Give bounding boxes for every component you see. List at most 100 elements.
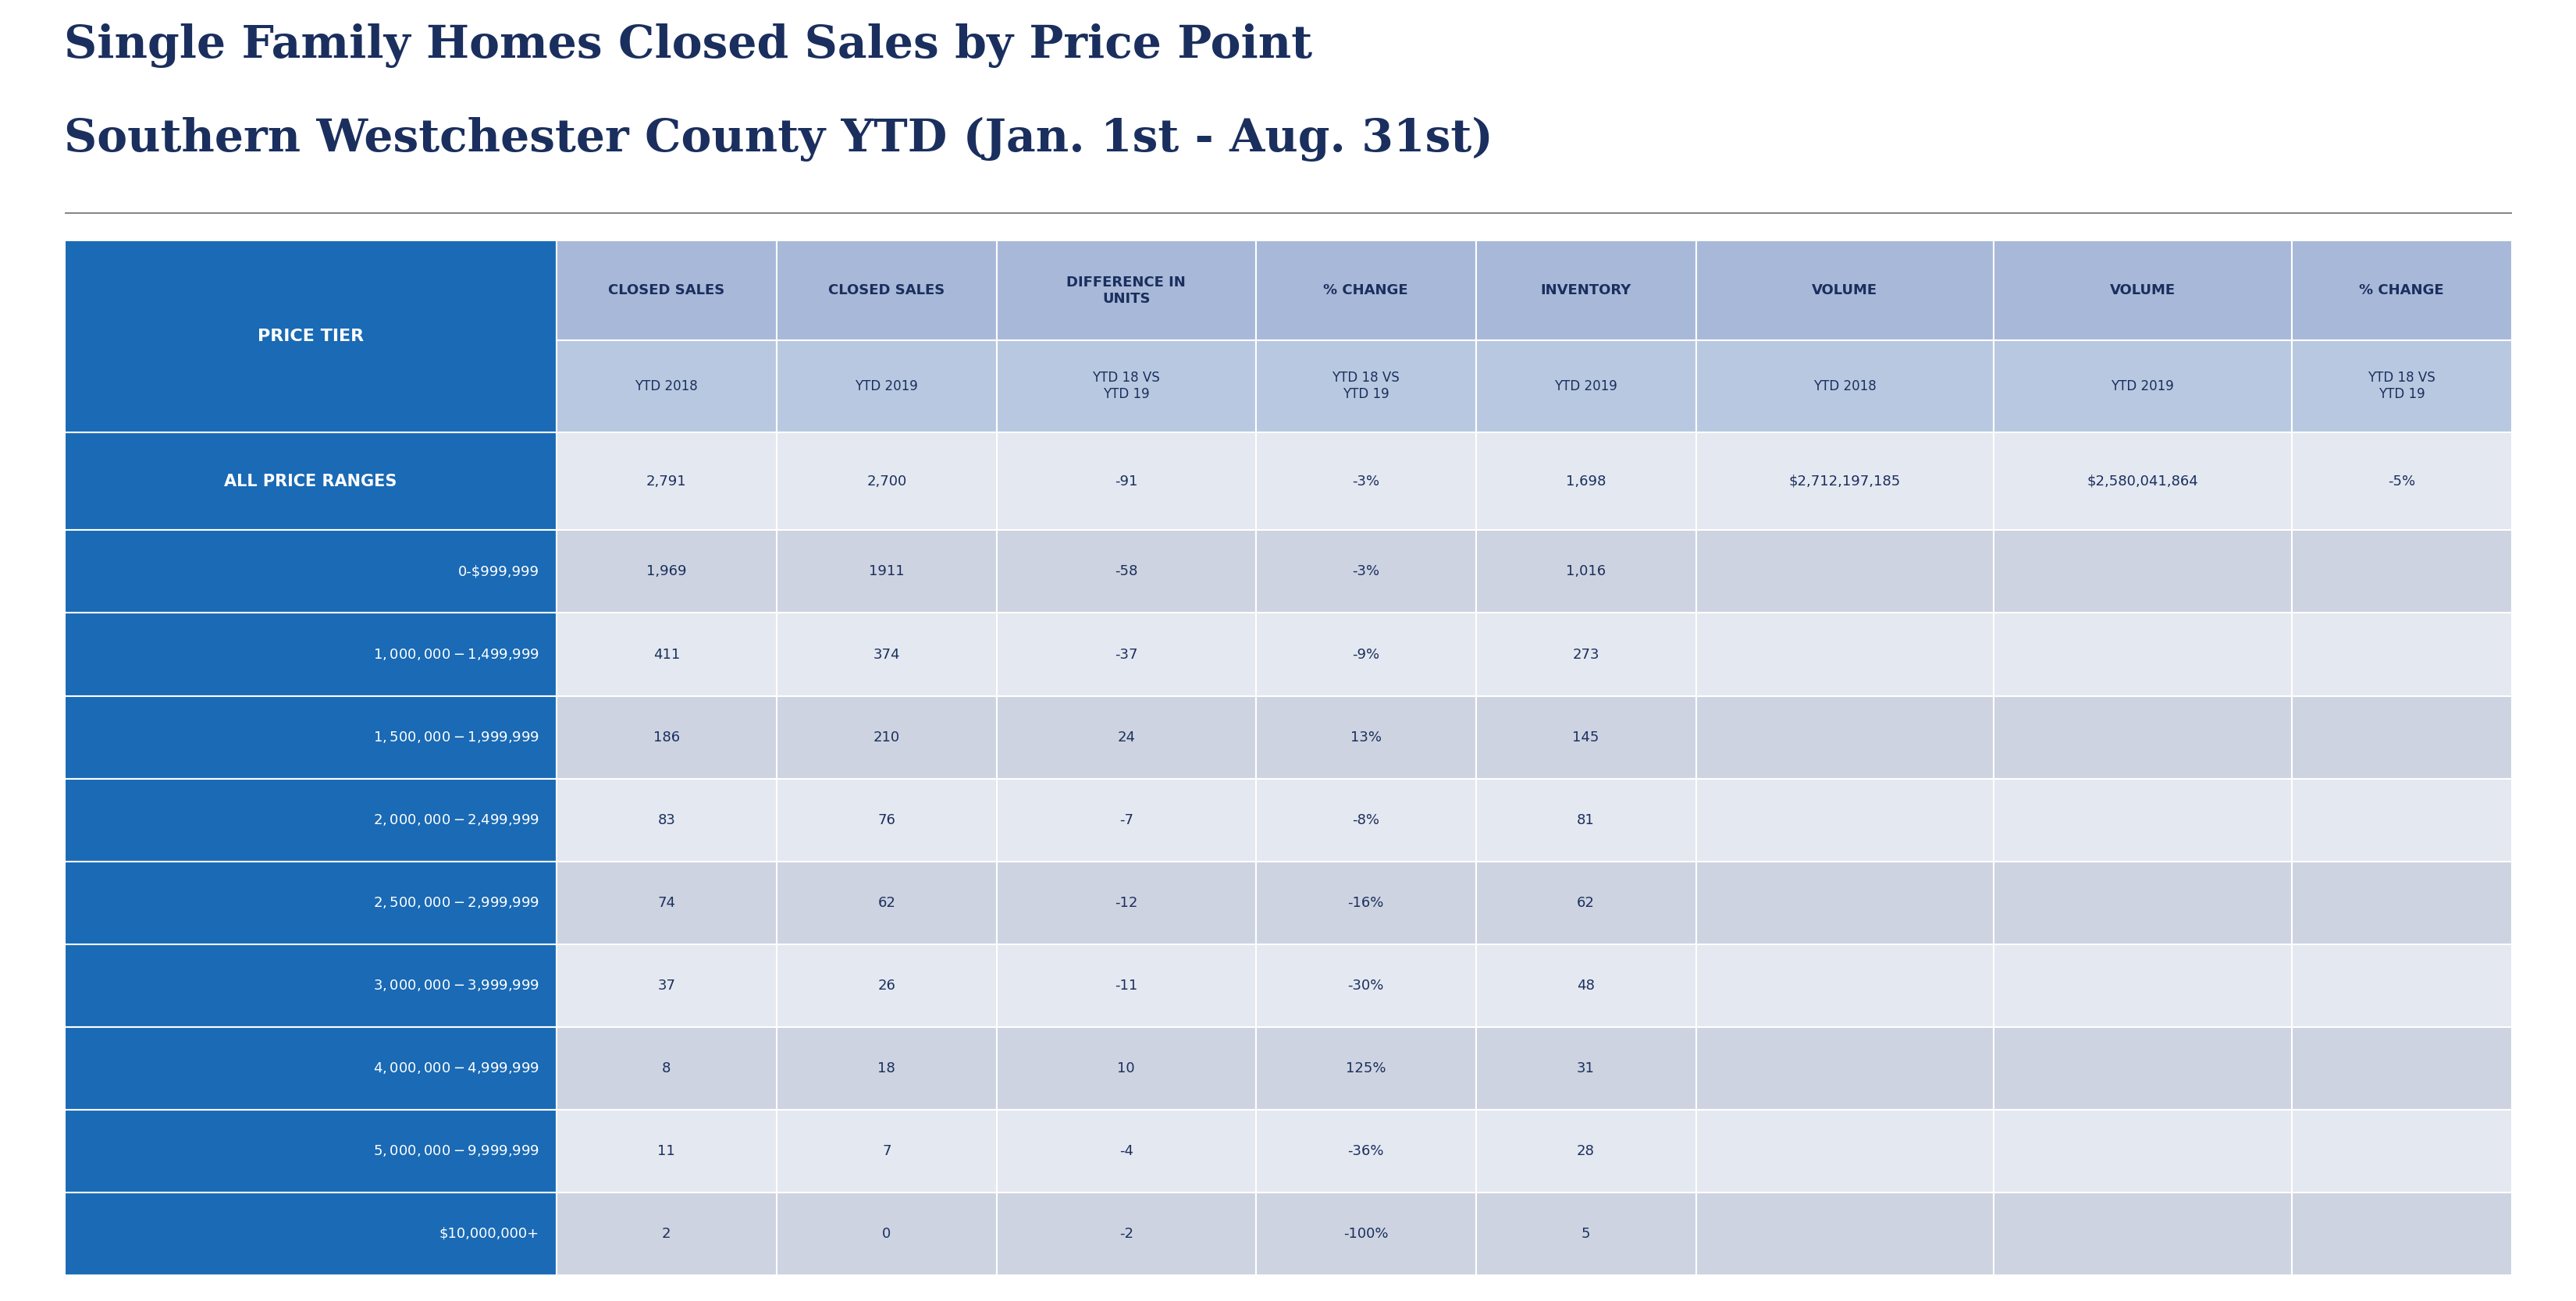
- Bar: [1476, 432, 1695, 531]
- Bar: [2293, 861, 2512, 945]
- Text: VOLUME: VOLUME: [2110, 284, 2174, 298]
- Bar: [1255, 1110, 1476, 1192]
- Bar: [997, 861, 1255, 945]
- Text: 26: 26: [878, 978, 896, 993]
- Bar: [1994, 432, 2293, 531]
- Text: 10: 10: [1118, 1062, 1136, 1075]
- Bar: [556, 531, 775, 613]
- Bar: [1695, 531, 1994, 613]
- Text: Single Family Homes Closed Sales by Price Point: Single Family Homes Closed Sales by Pric…: [64, 23, 1314, 68]
- Bar: [1255, 1026, 1476, 1110]
- Bar: [64, 1026, 556, 1110]
- Text: 83: 83: [657, 813, 675, 827]
- Bar: [2293, 1192, 2512, 1275]
- Bar: [64, 778, 556, 861]
- Bar: [556, 945, 775, 1026]
- Bar: [64, 1192, 556, 1275]
- Text: -11: -11: [1115, 978, 1139, 993]
- Bar: [997, 613, 1255, 696]
- Bar: [775, 945, 997, 1026]
- Bar: [1476, 531, 1695, 613]
- Bar: [1476, 778, 1695, 861]
- Bar: [775, 861, 997, 945]
- Text: $1,500,000 - $1,999,999: $1,500,000 - $1,999,999: [374, 730, 538, 744]
- Bar: [556, 1026, 775, 1110]
- Text: -36%: -36%: [1347, 1144, 1383, 1158]
- Text: 37: 37: [657, 978, 675, 993]
- Text: 0-$999,999: 0-$999,999: [459, 565, 538, 579]
- Bar: [1255, 945, 1476, 1026]
- Bar: [64, 945, 556, 1026]
- Text: 62: 62: [878, 895, 896, 909]
- Bar: [2293, 241, 2512, 340]
- Bar: [997, 1026, 1255, 1110]
- Bar: [2293, 531, 2512, 613]
- Bar: [1695, 778, 1994, 861]
- Text: YTD 2019: YTD 2019: [855, 379, 917, 393]
- Text: 13%: 13%: [1350, 730, 1381, 744]
- Text: $2,580,041,864: $2,580,041,864: [2087, 474, 2197, 488]
- Bar: [997, 1110, 1255, 1192]
- Bar: [64, 696, 556, 778]
- Bar: [1994, 861, 2293, 945]
- Bar: [556, 613, 775, 696]
- Text: -3%: -3%: [1352, 474, 1378, 488]
- Bar: [1476, 1110, 1695, 1192]
- Bar: [997, 432, 1255, 531]
- Bar: [1695, 1192, 1994, 1275]
- Bar: [1255, 696, 1476, 778]
- Text: 0: 0: [881, 1227, 891, 1241]
- Text: YTD 18 VS
YTD 19: YTD 18 VS YTD 19: [1332, 371, 1399, 401]
- Text: -58: -58: [1115, 565, 1139, 579]
- Text: 1,016: 1,016: [1566, 565, 1605, 579]
- Text: 8: 8: [662, 1062, 670, 1075]
- Bar: [2293, 778, 2512, 861]
- Bar: [1994, 945, 2293, 1026]
- Text: 145: 145: [1571, 730, 1600, 744]
- Bar: [1994, 340, 2293, 432]
- Text: % CHANGE: % CHANGE: [1324, 284, 1409, 298]
- Text: 7: 7: [881, 1144, 891, 1158]
- Bar: [997, 696, 1255, 778]
- Bar: [1255, 778, 1476, 861]
- Text: 28: 28: [1577, 1144, 1595, 1158]
- Text: INVENTORY: INVENTORY: [1540, 284, 1631, 298]
- Bar: [775, 340, 997, 432]
- Bar: [1476, 340, 1695, 432]
- Text: 2,791: 2,791: [647, 474, 688, 488]
- Bar: [1695, 241, 1994, 340]
- Bar: [1994, 1110, 2293, 1192]
- Bar: [1695, 696, 1994, 778]
- Bar: [556, 1192, 775, 1275]
- Bar: [1994, 778, 2293, 861]
- Text: 62: 62: [1577, 895, 1595, 909]
- Bar: [2293, 432, 2512, 531]
- Text: 374: 374: [873, 648, 899, 661]
- Text: -100%: -100%: [1342, 1227, 1388, 1241]
- Text: $1,000,000 - $1,499,999: $1,000,000 - $1,499,999: [374, 647, 538, 662]
- Text: 11: 11: [657, 1144, 675, 1158]
- Text: 76: 76: [878, 813, 896, 827]
- Bar: [775, 531, 997, 613]
- Text: -9%: -9%: [1352, 648, 1378, 661]
- Text: 2: 2: [662, 1227, 670, 1241]
- Bar: [775, 241, 997, 340]
- Bar: [1994, 1026, 2293, 1110]
- Text: PRICE TIER: PRICE TIER: [258, 329, 363, 345]
- Text: $4,000,000 - $4,999,999: $4,000,000 - $4,999,999: [374, 1060, 538, 1076]
- Text: % CHANGE: % CHANGE: [2360, 284, 2445, 298]
- Text: YTD 2019: YTD 2019: [2112, 379, 2174, 393]
- Text: $2,712,197,185: $2,712,197,185: [1788, 474, 1901, 488]
- Text: YTD 2018: YTD 2018: [1814, 379, 1875, 393]
- Bar: [1476, 241, 1695, 340]
- Bar: [997, 945, 1255, 1026]
- Text: CLOSED SALES: CLOSED SALES: [608, 284, 724, 298]
- Bar: [556, 340, 775, 432]
- Bar: [1476, 945, 1695, 1026]
- Text: YTD 18 VS
YTD 19: YTD 18 VS YTD 19: [1092, 371, 1159, 401]
- Text: 411: 411: [654, 648, 680, 661]
- Bar: [1255, 241, 1476, 340]
- Bar: [1255, 613, 1476, 696]
- Bar: [1994, 531, 2293, 613]
- Text: $5,000,000 - $9,999,999: $5,000,000 - $9,999,999: [374, 1144, 538, 1158]
